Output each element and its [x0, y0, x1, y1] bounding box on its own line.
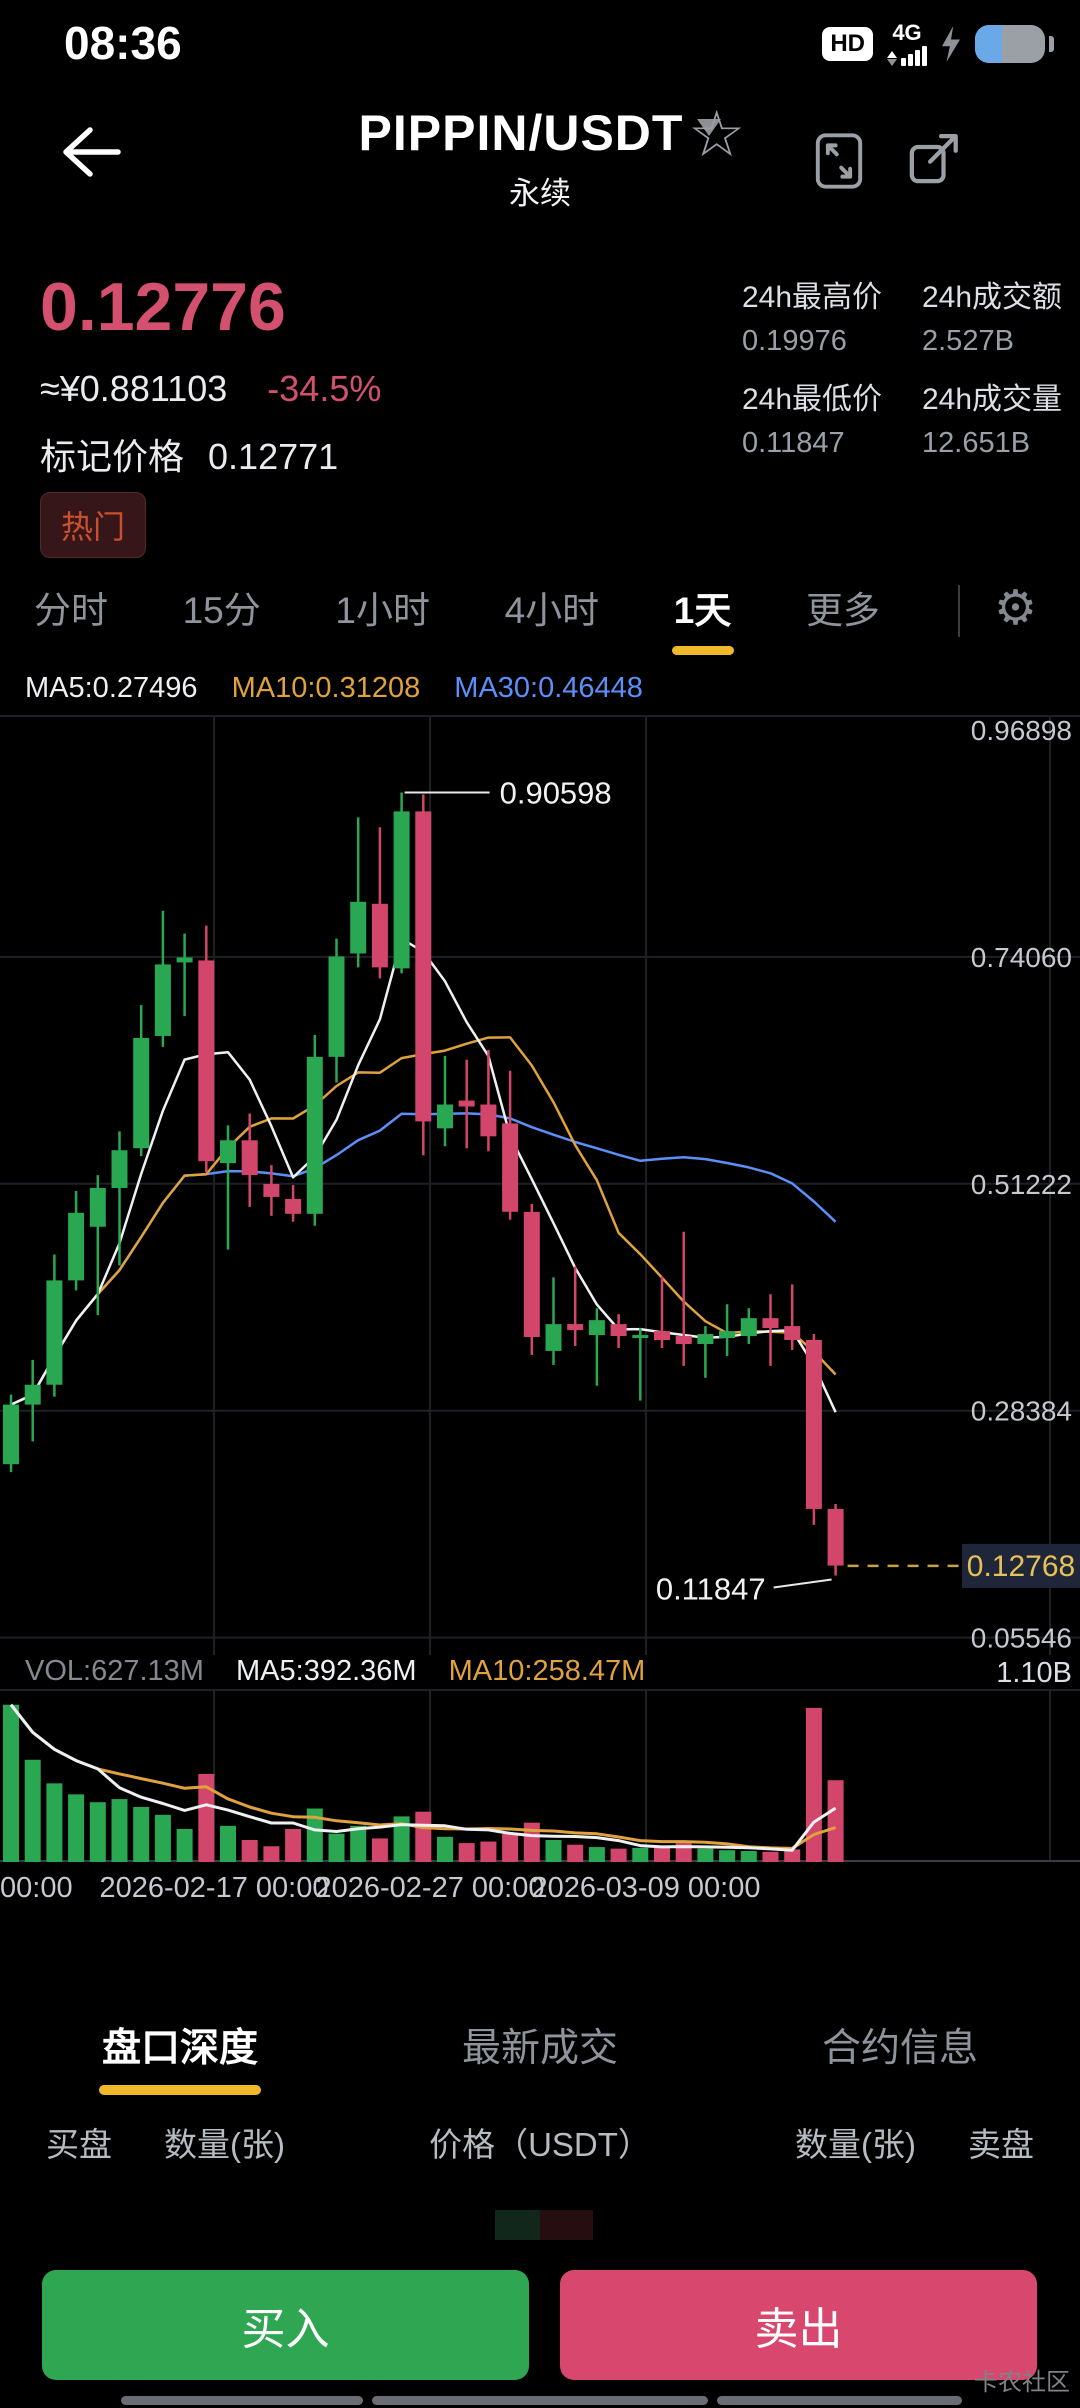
ratio-buy-segment — [495, 2210, 541, 2240]
timeframe-tab-3[interactable]: 4小时 — [504, 590, 600, 631]
buy-button[interactable]: 买入 — [42, 2270, 529, 2380]
stat-label: 24h最低价 — [742, 383, 883, 416]
timeframe-tab-4[interactable]: 1天 — [674, 565, 732, 657]
timeframe-tabs: 分时 15分 1小时 4小时 1天 更多 — [34, 565, 880, 657]
stat-value: 0.19976 — [742, 325, 847, 357]
data-arrows-icon — [887, 51, 897, 66]
chart-settings-gear-icon[interactable]: ⚙ — [994, 582, 1038, 635]
signal-bar-icon — [901, 58, 906, 66]
ma30-label: MA30:0.46448 — [454, 672, 643, 704]
buy-side-header: 买盘 — [46, 2126, 112, 2163]
stat-label: 24h成交量 — [922, 383, 1063, 416]
network-indicator: 4G — [887, 22, 927, 66]
stat-value: 12.651B — [922, 427, 1031, 459]
svg-text:0.96898: 0.96898 — [971, 715, 1072, 746]
battery-icon — [975, 25, 1045, 63]
change-percent: -34.5% — [267, 368, 382, 409]
vol-ma10-label: MA10:258.47M — [448, 1655, 646, 1687]
divider — [958, 585, 960, 637]
sell-button[interactable]: 卖出 — [560, 2270, 1037, 2380]
svg-text:0.11847: 0.11847 — [656, 1572, 766, 1607]
gesture-bar-segment — [717, 2396, 962, 2405]
stat-value: 0.11847 — [742, 427, 845, 459]
favorite-star-icon[interactable]: ☆ — [688, 98, 746, 170]
timeframe-tab-1[interactable]: 15分 — [182, 590, 261, 631]
price-candlestick-chart[interactable]: 0.90598 0.11847 0.12768 0.96898 0.74060 0.512… — [0, 715, 1080, 1655]
price-ma-legend: MA5:0.27496 MA10:0.31208 MA30:0.46448 — [25, 672, 669, 705]
buy-sell-ratio-bar — [495, 2210, 593, 2240]
stat-value: 2.527B — [922, 325, 1014, 357]
vol-label: VOL:627.13M — [25, 1655, 204, 1687]
battery-cap-icon — [1049, 36, 1054, 52]
fullscreen-expand-icon[interactable] — [814, 132, 864, 190]
stat-label: 24h最高价 — [742, 281, 883, 314]
x-axis-label: 00:00 — [0, 1872, 73, 1904]
pair-dropdown-icon[interactable] — [697, 119, 722, 136]
gesture-bar-segment — [372, 2396, 708, 2405]
x-axis-label: 2026-03-09 00:00 — [531, 1872, 761, 1904]
charging-bolt-icon — [942, 26, 960, 62]
sell-side-header: 卖盘 — [968, 2126, 1034, 2163]
svg-text:0.74060: 0.74060 — [971, 942, 1072, 973]
stats-24h: 24h最高价 0.19976 24h成交额 2.527B 24h最低价 0.11847… — [742, 272, 1062, 460]
status-icons: HD 4G — [822, 22, 1054, 66]
x-axis-labels: 00:00 2026-02-17 00:00 2026-02-27 00:00 202… — [0, 1872, 1080, 1914]
network-type-label: 4G — [892, 20, 922, 45]
volume-ma-legend: VOL:627.13M MA5:392.36M MA10:258.47M — [25, 1655, 669, 1688]
svg-text:0.05546: 0.05546 — [971, 1623, 1072, 1654]
ma5-label: MA5:0.27496 — [25, 672, 198, 704]
hd-icon: HD — [822, 27, 873, 61]
buy-qty-header: 数量(张) — [164, 2126, 285, 2163]
signal-bar-icon — [915, 50, 920, 66]
fiat-price: ≈¥0.881103 — [40, 368, 228, 409]
orderbook-tab-0[interactable]: 盘口深度 — [0, 1995, 360, 2095]
mark-price-value: 0.12771 — [208, 436, 339, 477]
last-price: 0.12776 — [40, 269, 286, 345]
ratio-sell-segment — [540, 2210, 593, 2240]
timeframe-tab-0[interactable]: 分时 — [34, 590, 108, 631]
orderbook-tab-1[interactable]: 最新成交 — [461, 2027, 618, 2070]
svg-text:0.12768: 0.12768 — [967, 1550, 1075, 1583]
contract-type-label: 永续 — [509, 176, 571, 211]
share-icon[interactable] — [908, 130, 962, 186]
header: PIPPIN/USDT 永续 ☆ — [0, 100, 1080, 240]
volume-chart[interactable] — [0, 1689, 1080, 1862]
status-bar: 08:36 HD 4G — [0, 0, 1080, 90]
timeframe-bar: 分时 15分 1小时 4小时 1天 更多 ⚙ — [0, 565, 1080, 660]
price-header: 价格（USDT） — [429, 2126, 651, 2163]
svg-text:0.51222: 0.51222 — [971, 1169, 1072, 1200]
timeframe-tab-5[interactable]: 更多 — [805, 590, 880, 631]
ma10-label: MA10:0.31208 — [231, 672, 421, 704]
orderbook-column-headers: 买盘 数量(张) 价格（USDT） 数量(张) 卖盘 — [0, 2118, 1080, 2174]
svg-text:0.28384: 0.28384 — [971, 1396, 1072, 1427]
volume-scale-label: 1.10B — [996, 1657, 1072, 1689]
hot-badge[interactable]: 热门 — [40, 492, 147, 558]
stat-label: 24h成交额 — [922, 281, 1063, 314]
signal-bar-icon — [908, 54, 913, 66]
sell-qty-header: 数量(张) — [795, 2126, 916, 2163]
orderbook-tab-2[interactable]: 合约信息 — [821, 2027, 978, 2070]
timeframe-tab-2[interactable]: 1小时 — [335, 590, 430, 631]
orderbook-tabs: 盘口深度 最新成交 合约信息 — [0, 1995, 1080, 2095]
back-button[interactable] — [56, 122, 126, 182]
svg-text:0.90598: 0.90598 — [500, 776, 612, 811]
vol-ma5-label: MA5:392.36M — [236, 1655, 417, 1687]
watermark: 卡农社区 — [974, 2369, 1070, 2396]
clock-label: 08:36 — [64, 17, 182, 69]
mark-price-label: 标记价格 — [40, 436, 185, 477]
signal-bar-icon — [922, 46, 927, 66]
x-axis-label: 2026-02-17 00:00 — [99, 1872, 329, 1904]
gesture-bar-segment — [121, 2396, 363, 2405]
x-axis-label: 2026-02-27 00:00 — [315, 1872, 545, 1904]
pair-title[interactable]: PIPPIN/USDT — [358, 105, 684, 161]
